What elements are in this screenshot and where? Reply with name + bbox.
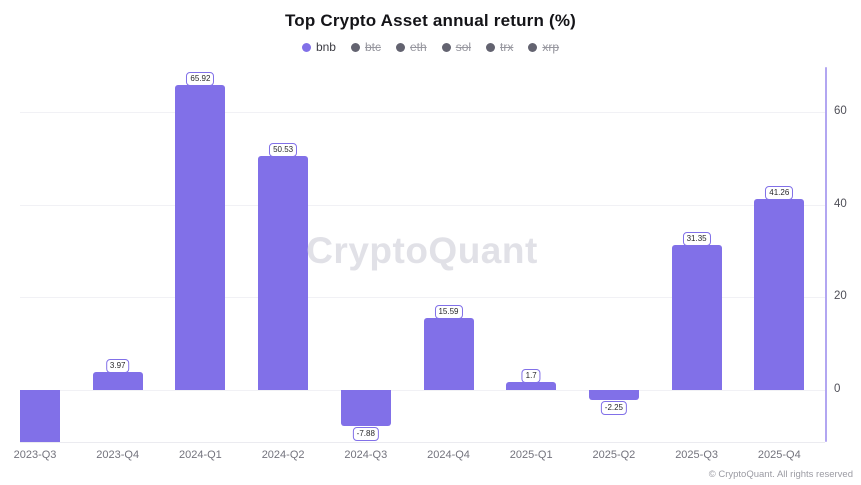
legend-item-label: bnb [315, 40, 336, 54]
legend-dot-icon [528, 42, 538, 52]
bar-2025-Q2[interactable] [588, 390, 639, 401]
gridline-60 [20, 112, 825, 114]
bar-2025-Q3[interactable] [671, 244, 722, 390]
x-axis-tick-label: 2025-Q2 [592, 449, 636, 461]
gridline-40 [20, 204, 825, 206]
bar-2023-Q3[interactable] [20, 390, 60, 442]
chart-title: Top Crypto Asset annual return (%) [284, 11, 577, 30]
x-axis-tick-label: 2023-Q4 [96, 449, 140, 461]
bar-value-label: 3.97 [105, 358, 130, 373]
legend-item-eth[interactable]: eth [396, 40, 427, 54]
legend-item-label: xrp [542, 40, 560, 54]
legend-item-sol[interactable]: sol [441, 40, 472, 54]
x-axis-tick-label: 2025-Q3 [675, 449, 718, 461]
x-axis-tick-label: 2024-Q3 [344, 449, 388, 461]
bar-2024-Q1[interactable] [175, 84, 226, 390]
bar-value-label: 41.26 [765, 185, 794, 200]
bar-value-label: 50.53 [269, 143, 298, 158]
legend-dot-icon [301, 42, 311, 52]
y-axis-tick-label: 20 [834, 290, 847, 303]
copyright-text: © CryptoQuant. All rights reserved [708, 469, 853, 480]
bar-value-label: -2.25 [600, 401, 628, 416]
gridline-0 [20, 390, 825, 391]
legend-item-bnb[interactable]: bnb [301, 40, 336, 54]
bar-value-label: 31.35 [682, 231, 711, 246]
bar-2023-Q4[interactable] [92, 371, 143, 390]
legend-item-label: btc [364, 40, 381, 54]
bar-value-label: 1.7 [521, 369, 541, 384]
legend-item-xrp[interactable]: xrp [528, 40, 559, 54]
bar-2024-Q2[interactable] [258, 156, 309, 390]
x-axis-tick-label: 2024-Q1 [178, 449, 222, 461]
legend-dot-icon [441, 42, 451, 52]
plot-bottom-border [20, 442, 825, 443]
legend-item-label: sol [455, 40, 472, 54]
x-axis-tick-label: 2024-Q4 [427, 449, 470, 461]
bar-value-label: 65.92 [186, 71, 215, 86]
y-axis-line [825, 67, 827, 442]
bar-2024-Q4[interactable] [423, 317, 474, 390]
bar-2025-Q1[interactable] [506, 382, 557, 390]
legend: bnb btc eth sol trx xrp [0, 40, 861, 54]
x-axis-tick-label: 2024-Q2 [261, 449, 305, 461]
legend-item-label: trx [500, 40, 514, 54]
bar-value-label: -7.88 [352, 427, 379, 442]
y-axis-tick-label: 0 [834, 383, 841, 396]
x-axis-tick-label: 2025-Q4 [757, 449, 801, 461]
bar-value-label: 15.59 [434, 304, 463, 319]
legend-item-label: eth [410, 40, 427, 54]
legend-dot-icon [396, 42, 405, 52]
bar-2024-Q3[interactable] [340, 390, 391, 427]
y-axis-tick-label: 40 [834, 197, 847, 210]
gridline-20 [20, 297, 825, 299]
legend-dot-icon [350, 42, 360, 52]
legend-item-trx[interactable]: trx [486, 40, 513, 54]
y-axis-tick-label: 60 [834, 105, 847, 118]
bar-2025-Q4[interactable] [754, 198, 805, 390]
legend-dot-icon [486, 42, 496, 52]
x-axis-tick-label: 2025-Q1 [509, 449, 553, 461]
legend-item-btc[interactable]: btc [350, 40, 381, 54]
x-axis-tick-label: 2023-Q3 [13, 449, 57, 461]
